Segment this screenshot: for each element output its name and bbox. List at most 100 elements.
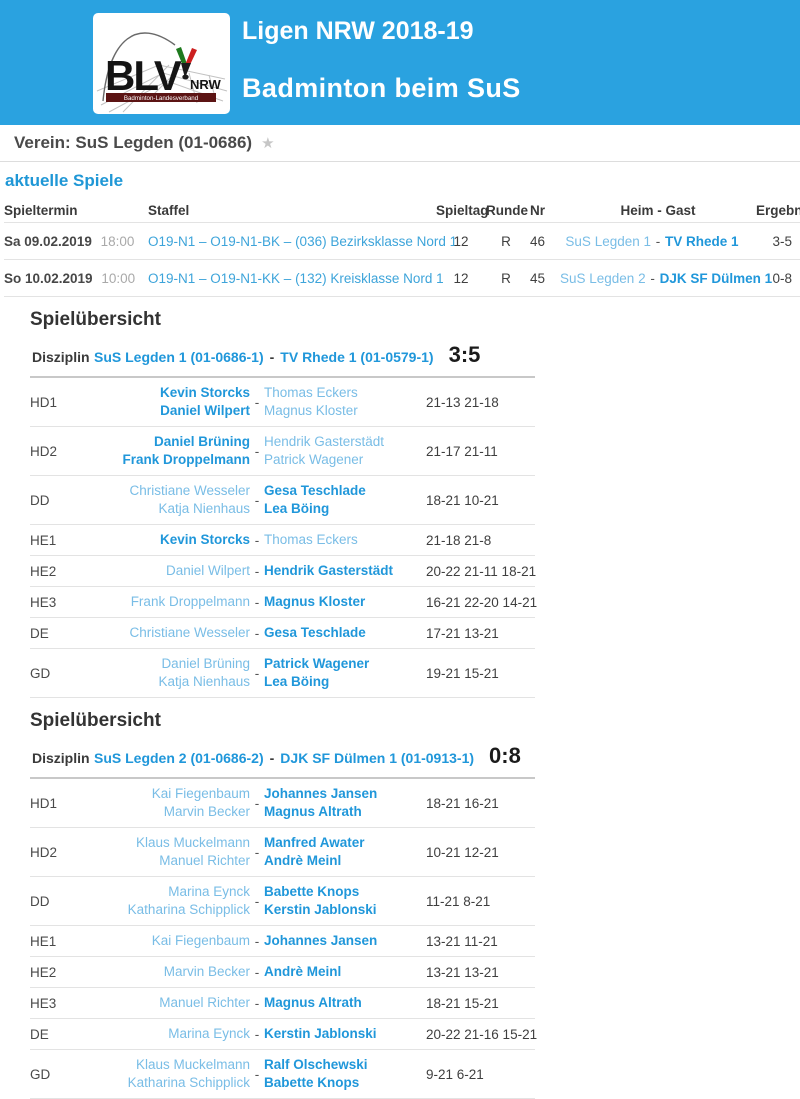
player-link[interactable]: Klaus Muckelmann bbox=[135, 1057, 250, 1072]
player-link[interactable]: Manuel Richter bbox=[159, 995, 250, 1010]
discipline: HE2 bbox=[30, 563, 57, 579]
current-games-heading: aktuelle Spiele bbox=[5, 171, 124, 190]
player-link[interactable]: Christiane Wesseler bbox=[129, 483, 250, 498]
match-row-hd2: HD2 Klaus Muckelmann Manuel Richter - Ma… bbox=[30, 828, 535, 877]
player-link[interactable]: Gesa Teschlade bbox=[264, 625, 366, 640]
match-row-he1: HE1 Kevin Storcks - Thomas Eckers 21-18 … bbox=[30, 525, 535, 556]
favorite-star-icon[interactable]: ★ bbox=[261, 135, 275, 152]
player-link[interactable]: Thomas Eckers bbox=[264, 532, 358, 547]
player-link[interactable]: Marvin Becker bbox=[163, 804, 250, 819]
discipline: HE3 bbox=[30, 995, 57, 1011]
home-team-link[interactable]: SuS Legden 1 bbox=[565, 233, 651, 249]
player-link[interactable]: Andrè Meinl bbox=[264, 853, 342, 868]
player-link[interactable]: Daniel Brüning bbox=[153, 434, 250, 449]
discipline: DE bbox=[30, 1026, 49, 1042]
home-team-link[interactable]: SuS Legden 2 bbox=[560, 270, 646, 286]
staffel-link[interactable]: O19-N1 – O19-N1-KK – (132) Kreisklasse N… bbox=[148, 270, 444, 286]
dash-separator: - bbox=[254, 532, 260, 548]
player-link[interactable]: Katharina Schipplick bbox=[127, 902, 250, 917]
player-link[interactable]: Patrick Wagener bbox=[264, 656, 370, 671]
player-link[interactable]: Johannes Jansen bbox=[264, 786, 378, 801]
player-link[interactable]: Kai Fiegenbaum bbox=[151, 786, 250, 801]
dash-separator: - bbox=[254, 844, 260, 860]
player-link[interactable]: Katja Nienhaus bbox=[158, 674, 250, 689]
discipline: GD bbox=[30, 665, 51, 681]
discipline: HE1 bbox=[30, 532, 57, 548]
blv-nrw-logo[interactable]: BLV NRW Badminton-Landesverband bbox=[93, 13, 230, 114]
player-link[interactable]: Klaus Muckelmann bbox=[135, 835, 250, 850]
player-link[interactable]: Babette Knops bbox=[264, 884, 360, 899]
dash-separator: - bbox=[269, 349, 275, 365]
player-link[interactable]: Katharina Schipplick bbox=[127, 1075, 250, 1090]
player-link[interactable]: Magnus Kloster bbox=[264, 403, 358, 418]
game-date-cell: So 10.02.2019 10:00 bbox=[4, 271, 148, 286]
discipline: HD2 bbox=[30, 844, 58, 860]
player-link[interactable]: Kevin Storcks bbox=[159, 532, 250, 547]
guest-team-link[interactable]: TV Rhede 1 (01-0579-1) bbox=[280, 349, 434, 365]
match-report-2: Spielübersicht Disziplin SuS Legden 2 (0… bbox=[30, 710, 537, 1099]
player-link[interactable]: Christiane Wesseler bbox=[129, 625, 250, 640]
player-link[interactable]: Frank Droppelmann bbox=[122, 452, 250, 467]
player-link[interactable]: Kerstin Jablonski bbox=[264, 1026, 377, 1041]
match-row-gd: GD Daniel Brüning Katja Nienhaus - Patri… bbox=[30, 649, 535, 698]
dash-separator: - bbox=[254, 625, 260, 641]
match-total-result: 0:8 bbox=[489, 743, 521, 768]
discipline: HE3 bbox=[30, 594, 57, 610]
discipline: HE2 bbox=[30, 964, 57, 980]
guest-team-link[interactable]: DJK SF Dülmen 1 bbox=[659, 270, 773, 286]
player-link[interactable]: Magnus Kloster bbox=[264, 594, 366, 609]
player-link[interactable]: Ralf Olschewski bbox=[264, 1057, 368, 1072]
player-link[interactable]: Kai Fiegenbaum bbox=[151, 933, 250, 948]
home-team-link[interactable]: SuS Legden 1 (01-0686-1) bbox=[94, 349, 264, 365]
player-link[interactable]: Hendrik Gasterstädt bbox=[264, 563, 394, 578]
player-link[interactable]: Lea Böing bbox=[264, 501, 330, 516]
game-result: 3-5 bbox=[772, 233, 792, 249]
page-subtitle: Badminton beim SuS bbox=[242, 73, 521, 103]
dash-separator: - bbox=[269, 750, 275, 766]
player-link[interactable]: Lea Böing bbox=[264, 674, 330, 689]
games-table-header: Spieltermin Staffel Spieltag Runde Nr He… bbox=[4, 198, 800, 223]
player-link[interactable]: Marina Eynck bbox=[168, 1026, 250, 1041]
player-link[interactable]: Kevin Storcks bbox=[159, 385, 250, 400]
club-bar: Verein: SuS Legden (01-0686) ★ bbox=[0, 125, 800, 162]
player-link[interactable]: Daniel Wilpert bbox=[160, 403, 250, 418]
dash-separator: - bbox=[254, 665, 260, 681]
player-link[interactable]: Daniel Brüning bbox=[161, 656, 250, 671]
player-link[interactable]: Babette Knops bbox=[264, 1075, 360, 1090]
set-scores: 20-22 21-11 18-21 bbox=[426, 563, 537, 579]
match-row-de: DE Marina Eynck - Kerstin Jablonski 20-2… bbox=[30, 1019, 537, 1050]
player-link[interactable]: Kerstin Jablonski bbox=[264, 902, 377, 917]
player-link[interactable]: Manfred Awater bbox=[264, 835, 365, 850]
set-scores: 13-21 11-21 bbox=[426, 933, 498, 949]
player-link[interactable]: Hendrik Gasterstädt bbox=[264, 434, 385, 449]
game-runde: R bbox=[501, 233, 511, 249]
set-scores: 10-21 12-21 bbox=[426, 844, 499, 860]
player-link[interactable]: Magnus Altrath bbox=[264, 804, 362, 819]
player-link[interactable]: Gesa Teschlade bbox=[264, 483, 366, 498]
player-link[interactable]: Manuel Richter bbox=[159, 853, 250, 868]
logo-nrw-text: NRW bbox=[190, 77, 222, 92]
blv-logo-graphic: BLV NRW Badminton-Landesverband bbox=[96, 32, 228, 113]
player-link[interactable]: Magnus Altrath bbox=[264, 995, 362, 1010]
home-team-link[interactable]: SuS Legden 2 (01-0686-2) bbox=[94, 750, 264, 766]
club-name: Verein: SuS Legden (01-0686) bbox=[14, 133, 253, 152]
dash-separator: - bbox=[254, 995, 260, 1011]
guest-team-link[interactable]: DJK SF Dülmen 1 (01-0913-1) bbox=[280, 750, 475, 766]
player-link[interactable]: Daniel Wilpert bbox=[165, 563, 250, 578]
match-report-heading: Spielübersicht bbox=[30, 309, 161, 330]
player-link[interactable]: Patrick Wagener bbox=[264, 452, 364, 467]
player-link[interactable]: Katja Nienhaus bbox=[158, 501, 250, 516]
game-row: So 10.02.2019 10:00 O19-N1 – O19-N1-KK –… bbox=[4, 260, 800, 297]
guest-team-link[interactable]: TV Rhede 1 bbox=[665, 233, 739, 249]
match-row-hd2: HD2 Daniel Brüning Frank Droppelmann - H… bbox=[30, 427, 535, 476]
player-link[interactable]: Thomas Eckers bbox=[264, 385, 358, 400]
player-link[interactable]: Marvin Becker bbox=[163, 964, 250, 979]
player-link[interactable]: Frank Droppelmann bbox=[130, 594, 250, 609]
staffel-link[interactable]: O19-N1 – O19-N1-BK – (036) Bezirksklasse… bbox=[148, 233, 458, 249]
disziplin-label: Disziplin bbox=[32, 349, 90, 365]
player-link[interactable]: Marina Eynck bbox=[168, 884, 250, 899]
set-scores: 18-21 10-21 bbox=[426, 492, 499, 508]
player-link[interactable]: Andrè Meinl bbox=[264, 964, 342, 979]
player-link[interactable]: Johannes Jansen bbox=[264, 933, 378, 948]
dash-separator: - bbox=[254, 964, 260, 980]
